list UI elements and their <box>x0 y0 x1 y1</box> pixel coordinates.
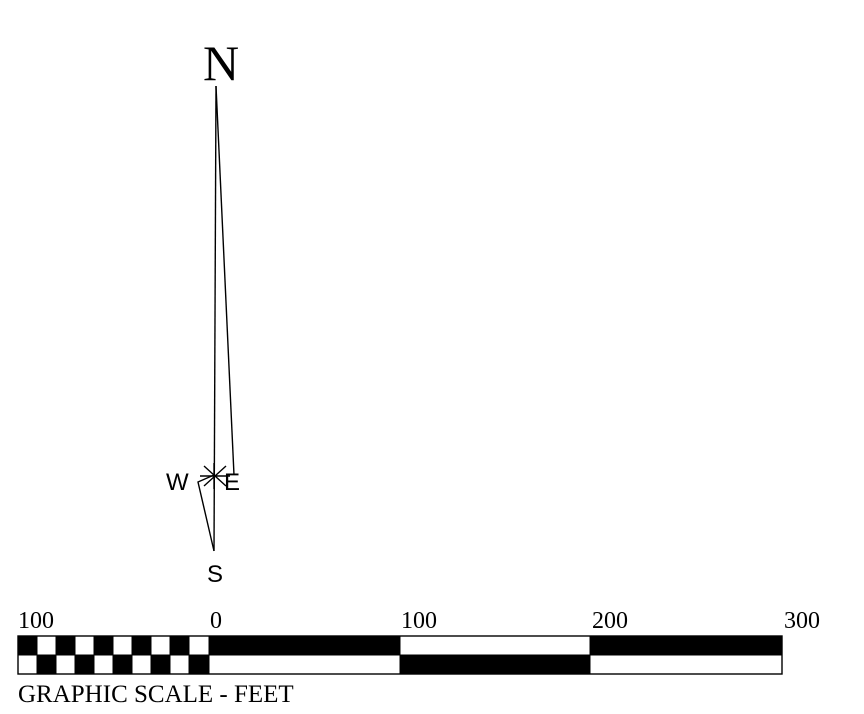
scale-label-200: 200 <box>592 608 628 634</box>
scale-checker-section <box>17 635 210 675</box>
scale-label-300: 300 <box>784 608 820 634</box>
south-wedge-line <box>197 474 215 552</box>
north-arrow: N W E S <box>166 35 240 588</box>
scale-segment-0-100 <box>208 636 401 675</box>
north-needle-edge <box>215 85 235 476</box>
west-label: W <box>166 469 189 496</box>
scale-segment-200-300 <box>589 636 783 675</box>
north-label: N <box>203 35 239 91</box>
east-label: E <box>224 469 240 496</box>
scale-label-left-100: 100 <box>18 608 54 634</box>
scale-segment-100-200 <box>399 635 591 674</box>
scale-label-0: 0 <box>210 608 222 634</box>
scale-caption: GRAPHIC SCALE - FEET <box>18 681 294 708</box>
compass-rose-icon <box>200 463 230 489</box>
graphic-scale: 100 0 100 200 300 <box>17 608 820 708</box>
south-label: S <box>207 561 223 588</box>
scale-bar-outline <box>17 635 783 675</box>
scale-label-100: 100 <box>401 608 437 634</box>
